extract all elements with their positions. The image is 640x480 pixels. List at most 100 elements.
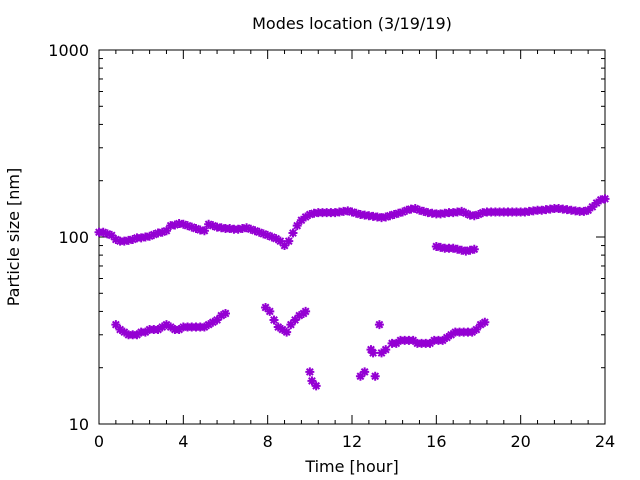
data-point <box>111 234 121 244</box>
data-point <box>267 232 277 242</box>
data-point <box>111 320 121 330</box>
data-point <box>446 330 456 340</box>
data-point <box>368 348 378 358</box>
data-point <box>296 215 306 225</box>
data-point <box>221 308 230 318</box>
data-point <box>199 226 209 236</box>
data-point <box>381 345 391 355</box>
data-point <box>347 207 357 217</box>
data-point <box>480 317 490 327</box>
data-point <box>199 322 209 332</box>
data-point <box>425 338 435 348</box>
data-point <box>398 207 408 217</box>
data-point <box>102 229 112 239</box>
data-point <box>258 229 268 239</box>
data-point <box>265 306 275 316</box>
data-point <box>305 367 315 377</box>
data-point <box>161 226 171 236</box>
data-point <box>107 230 117 240</box>
data-point <box>294 311 304 321</box>
data-point <box>115 325 125 335</box>
data-point <box>457 206 467 216</box>
data-point <box>280 241 290 251</box>
data-point <box>419 206 429 216</box>
data-point <box>204 219 214 229</box>
data-point <box>355 371 365 381</box>
data-point <box>149 230 159 240</box>
data-point <box>469 211 479 221</box>
data-point <box>587 202 597 212</box>
data-point <box>461 208 471 218</box>
data-point <box>128 234 138 244</box>
data-point <box>212 315 222 325</box>
data-point <box>250 226 260 236</box>
data-point <box>170 220 180 230</box>
data-point <box>261 302 271 312</box>
data-point <box>271 234 281 244</box>
minor-ticks <box>99 50 605 424</box>
y-tick-label: 10 <box>69 415 89 434</box>
data-point <box>208 317 218 327</box>
x-tick-label: 8 <box>263 432 273 451</box>
data-point <box>592 198 602 208</box>
data-point <box>311 381 321 391</box>
data-point <box>474 209 483 219</box>
data-point <box>132 330 142 340</box>
data-point <box>288 228 298 238</box>
data-point <box>414 205 424 215</box>
data-point <box>166 322 176 332</box>
data-point <box>286 320 296 330</box>
data-point <box>98 227 108 237</box>
data-points <box>94 194 610 391</box>
data-point <box>263 230 273 240</box>
y-axis-label: Particle size [nm] <box>4 168 23 307</box>
data-point <box>377 348 387 358</box>
data-point <box>242 223 252 233</box>
data-point <box>204 320 214 330</box>
data-point <box>370 371 380 381</box>
data-point <box>277 325 287 335</box>
y-tick-labels: 10 100 1000 <box>48 41 89 434</box>
data-point <box>579 206 589 216</box>
data-point <box>153 325 163 335</box>
data-point <box>254 227 264 237</box>
data-point <box>269 315 279 325</box>
data-point <box>393 208 403 218</box>
x-tick-labels: 0 4 8 12 16 20 24 <box>94 432 615 451</box>
data-point <box>246 224 256 234</box>
data-point <box>438 335 448 345</box>
data-point <box>301 212 311 222</box>
x-tick-label: 24 <box>595 432 615 451</box>
x-tick-label: 16 <box>426 432 446 451</box>
data-point <box>374 320 384 330</box>
data-point <box>119 327 129 337</box>
data-point <box>410 204 420 214</box>
data-point <box>290 315 300 325</box>
y-tick-label: 1000 <box>48 41 89 60</box>
x-tick-label: 12 <box>342 432 362 451</box>
data-point <box>351 208 361 218</box>
data-point <box>161 320 171 330</box>
data-point <box>442 333 452 343</box>
data-point <box>301 306 311 316</box>
data-point <box>273 322 283 332</box>
data-point <box>292 221 302 231</box>
data-point <box>187 222 197 232</box>
data-point <box>402 205 412 215</box>
data-point <box>476 320 486 330</box>
data-point <box>145 231 155 241</box>
data-point <box>381 212 391 222</box>
data-point <box>216 311 226 321</box>
data-point <box>307 376 317 386</box>
data-point <box>391 338 401 348</box>
data-point <box>191 224 201 234</box>
data-point <box>275 236 285 246</box>
x-axis-label: Time [hour] <box>304 457 398 476</box>
data-point <box>408 335 418 345</box>
data-point <box>343 206 353 216</box>
data-point <box>467 327 477 337</box>
data-point <box>583 205 593 215</box>
data-point <box>600 194 610 204</box>
data-point <box>140 327 150 337</box>
